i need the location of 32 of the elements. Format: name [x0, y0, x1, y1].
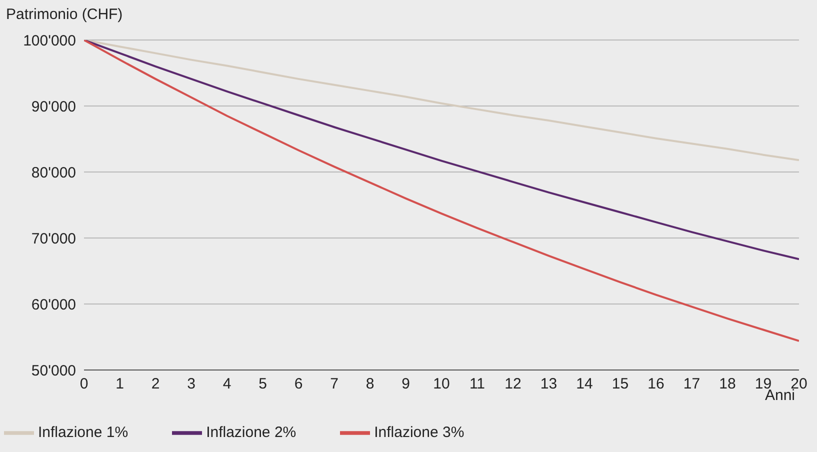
x-tick-label: 9: [402, 376, 410, 393]
x-tick-label: 8: [366, 376, 374, 393]
x-tick-label: 14: [576, 376, 593, 393]
y-tick-label: 70'000: [31, 230, 76, 248]
x-tick-label: 10: [433, 376, 450, 393]
x-tick-label: 18: [719, 376, 736, 393]
y-tick-label: 60'000: [31, 296, 76, 314]
line-series: [84, 40, 799, 342]
x-tick-label: 20: [790, 376, 808, 393]
x-tick-label: 2: [151, 376, 160, 393]
x-tick-label: 16: [648, 376, 664, 393]
x-tick-label: 3: [187, 376, 196, 393]
legend-label: Inflazione 3%: [374, 424, 464, 441]
line-series: [84, 40, 799, 260]
x-tick-label: 0: [80, 376, 88, 393]
x-tick-label: 17: [683, 376, 700, 393]
y-tick-label: 100'000: [23, 32, 76, 50]
y-axis-title: Patrimonio (CHF): [6, 6, 123, 23]
legend-label: Inflazione 2%: [206, 424, 296, 441]
x-tick-label: 6: [294, 376, 303, 393]
x-tick-label: 12: [504, 376, 522, 393]
x-tick-label: 11: [469, 376, 486, 393]
y-tick-label: 80'000: [31, 164, 76, 182]
x-tick-label: 1: [116, 376, 124, 393]
x-tick-label: 7: [330, 376, 338, 393]
x-tick-label: 4: [222, 376, 232, 393]
x-tick-label: 15: [612, 376, 629, 393]
y-tick-label: 90'000: [31, 98, 76, 116]
legend-label: Inflazione 1%: [38, 424, 128, 441]
x-tick-label: 5: [258, 376, 267, 393]
x-tick-label: 13: [540, 376, 558, 393]
y-tick-label: 50'000: [31, 362, 76, 380]
